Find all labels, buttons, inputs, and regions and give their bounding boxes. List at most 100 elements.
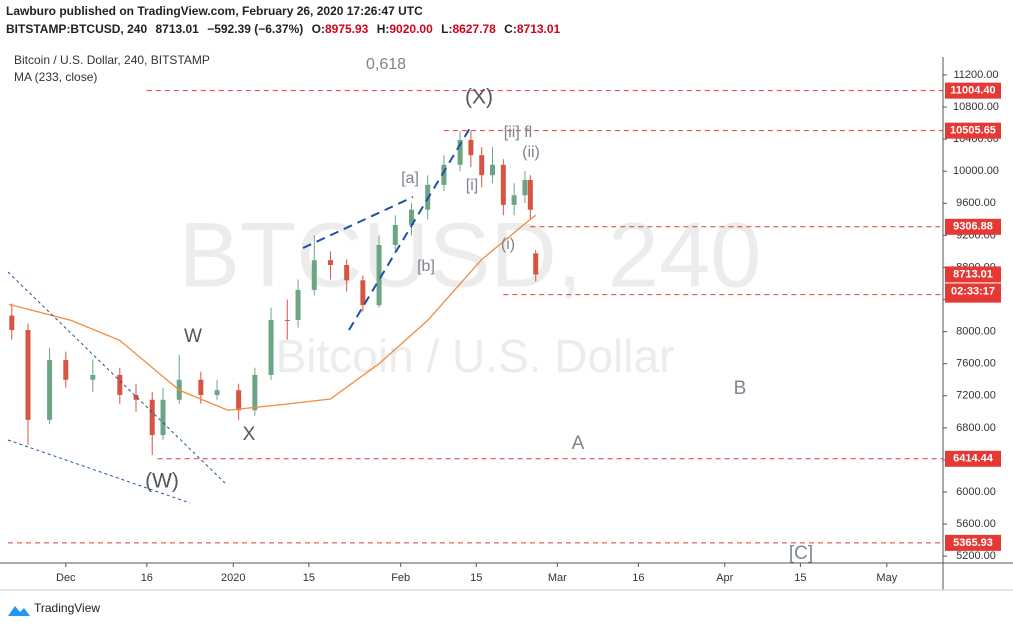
x-tick-label: 2020 xyxy=(221,572,245,584)
footer: TradingView xyxy=(34,601,100,615)
candle-body xyxy=(392,224,398,245)
annotation: [C] xyxy=(789,543,813,564)
watermark: Bitcoin / U.S. Dollar xyxy=(276,330,675,382)
x-tick-label: Dec xyxy=(56,572,76,584)
level-label: 10505.65 xyxy=(950,125,996,137)
candle-body xyxy=(457,139,463,165)
change: −592.39 (−6.37%) xyxy=(207,22,303,36)
candle-body xyxy=(25,330,31,420)
candle-body xyxy=(490,164,496,176)
candle-body xyxy=(9,315,15,331)
x-tick-label: Mar xyxy=(548,572,567,584)
candle-body xyxy=(522,180,528,196)
legend-title: Bitcoin / U.S. Dollar, 240, BITSTAMP xyxy=(14,53,210,67)
annotation: [a] xyxy=(401,170,419,187)
y-tick-label: 8000.00 xyxy=(956,326,996,338)
trend-line xyxy=(7,439,191,504)
y-tick-label: 10000.00 xyxy=(953,165,999,177)
annotation: W xyxy=(184,326,202,347)
x-tick-label: 15 xyxy=(470,572,482,584)
level-label: 11004.40 xyxy=(950,85,995,97)
annotation: (ii) xyxy=(522,144,540,161)
x-tick-label: 15 xyxy=(794,572,806,584)
last-price-tag xyxy=(945,266,1001,283)
candle-body xyxy=(284,319,290,321)
y-tick-label: 5600.00 xyxy=(956,518,996,530)
level-tag xyxy=(945,218,1001,235)
ohlc-key: C: xyxy=(504,22,517,36)
last-price-label: 8713.01 xyxy=(953,268,993,280)
y-tick-label: 11200.00 xyxy=(953,69,998,81)
candle-body xyxy=(268,319,274,375)
x-tick-label: Apr xyxy=(716,572,733,584)
header-bg xyxy=(0,0,1013,40)
y-tick-label: 7200.00 xyxy=(956,390,996,402)
byline: Lawburo published on TradingView.com, Fe… xyxy=(6,4,423,18)
candle-body xyxy=(441,164,447,185)
candle-body xyxy=(236,390,242,411)
level-tag xyxy=(945,82,1001,99)
level-label: 9306.88 xyxy=(953,221,993,233)
price: 8713.01 xyxy=(155,22,199,36)
candle-body xyxy=(149,399,155,436)
candle-body xyxy=(160,399,166,436)
symbol: BITSTAMP:BTCUSD, 240 xyxy=(6,22,147,36)
candle-body xyxy=(344,265,350,281)
y-tick-label: 5200.00 xyxy=(956,550,996,562)
ohlc-value: 8627.78 xyxy=(452,22,496,36)
annotation: [b] xyxy=(417,258,435,275)
level-tag xyxy=(945,534,1001,551)
annotation: B xyxy=(734,378,747,399)
ohlc-key: L: xyxy=(441,22,452,36)
ohlc-value: 8975.93 xyxy=(325,22,369,36)
candle-body xyxy=(408,209,414,225)
annotation: X xyxy=(243,424,256,445)
candle-body xyxy=(311,260,317,290)
annotation: [i] xyxy=(466,177,478,194)
candle-body xyxy=(63,360,69,380)
watermark: BTCUSD, 240 xyxy=(179,204,762,306)
x-tick-label: 16 xyxy=(632,572,644,584)
candle-body xyxy=(117,374,123,395)
ohlc-value: 9020.00 xyxy=(389,22,433,36)
trend-line xyxy=(302,196,414,249)
footer-logo: TradingView xyxy=(8,601,100,616)
candle-body xyxy=(327,260,333,266)
trend-line xyxy=(7,271,226,484)
candle-body xyxy=(133,394,139,400)
annotation: (W) xyxy=(145,470,179,493)
trend-line xyxy=(348,127,471,331)
countdown-tag xyxy=(945,283,1001,299)
level-label: 5365.93 xyxy=(953,537,993,549)
ma-line xyxy=(8,214,537,411)
candle-body xyxy=(479,155,485,176)
x-tick-label: Feb xyxy=(391,572,410,584)
x-tick-label: 15 xyxy=(303,572,315,584)
x-tick-label: 16 xyxy=(141,572,153,584)
candle-body xyxy=(47,360,53,420)
annotation: [ii] fl xyxy=(504,124,532,141)
candle-body xyxy=(198,379,204,395)
candle-body xyxy=(360,280,366,306)
quote-line: BITSTAMP:BTCUSD, 240 8713.01 −592.39 (−6… xyxy=(6,22,561,36)
candle-body xyxy=(468,139,474,156)
candle-body xyxy=(500,164,506,205)
y-tick-label: 9600.00 xyxy=(956,197,996,209)
ohlc-key: O: xyxy=(312,22,325,36)
annotation: 0,618 xyxy=(366,56,406,73)
ohlc-value: 8713.01 xyxy=(517,22,561,36)
annotations: 0,618 (X) [ii] fl (ii) [a] [i] (i) [b] W… xyxy=(145,56,813,564)
candle-body xyxy=(533,253,539,275)
x-tick-label: May xyxy=(876,572,897,584)
candle-body xyxy=(295,289,301,320)
y-tick-label: 6000.00 xyxy=(956,486,996,498)
plot xyxy=(8,90,943,544)
logo xyxy=(8,606,30,616)
y-tick-label: 10800.00 xyxy=(953,101,999,113)
level-tag xyxy=(945,450,1001,467)
y-tick-label: 6800.00 xyxy=(956,422,996,434)
level-label: 6414.44 xyxy=(953,453,994,465)
ohlc-key: H: xyxy=(377,22,390,36)
level-tag xyxy=(945,122,1001,139)
